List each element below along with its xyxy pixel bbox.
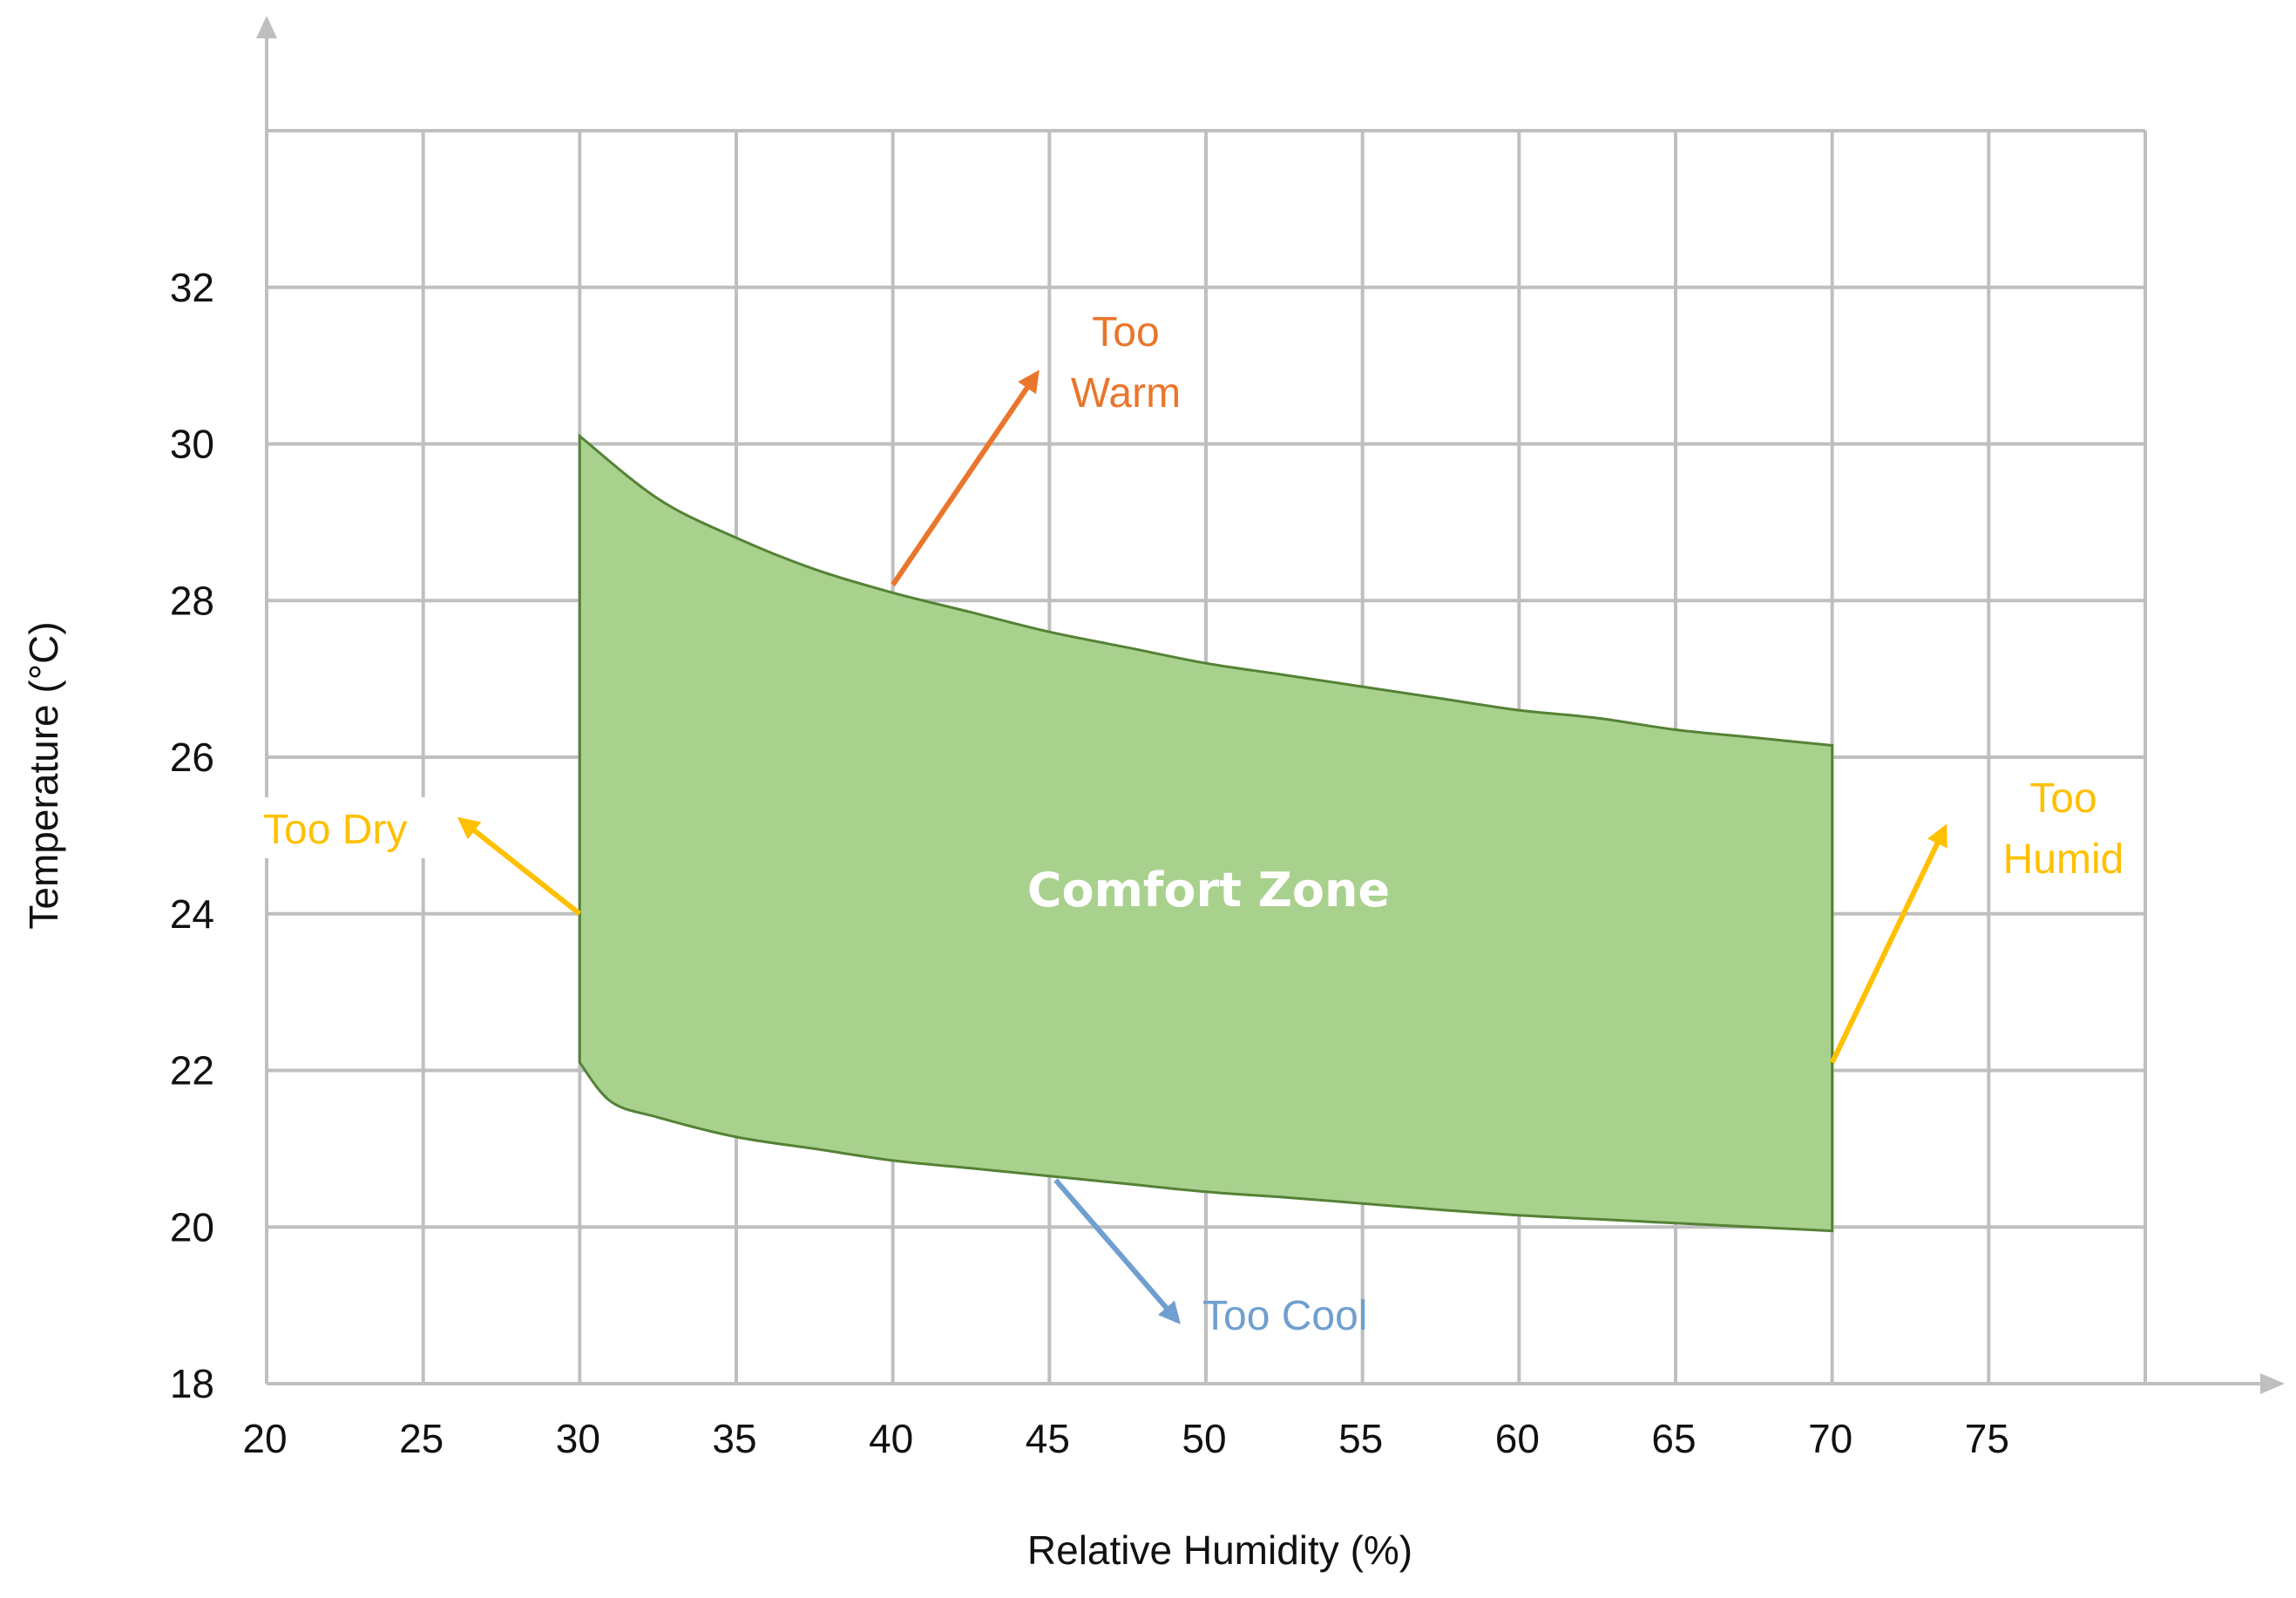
x-tick-label-25: 25 <box>399 1416 444 1461</box>
annotation-arrows <box>457 369 1947 1324</box>
x-tick-label-35: 35 <box>712 1416 756 1461</box>
x-axis-title: Relative Humidity (%) <box>1027 1527 1412 1573</box>
x-tick-label-20: 20 <box>242 1416 287 1461</box>
y-axis-arrow-icon <box>256 16 277 38</box>
too-warm-label: Too Warm <box>1071 309 1181 416</box>
x-tick-label-50: 50 <box>1182 1416 1226 1461</box>
comfort-zone-label: Comfort Zone <box>1027 863 1390 917</box>
x-tick-label-65: 65 <box>1651 1416 1696 1461</box>
too-cool-label: Too Cool <box>1202 1293 1367 1339</box>
x-tick-label-60: 60 <box>1495 1416 1540 1461</box>
y-tick-label-28: 28 <box>170 578 214 623</box>
annotation-labels: Too Warm Too Dry Too Humid Too Cool <box>253 309 2123 1339</box>
x-tick-label-70: 70 <box>1808 1416 1852 1461</box>
x-axis-arrow-icon <box>2260 1373 2285 1394</box>
x-tick-labels: 20 25 30 35 40 45 50 55 60 65 70 75 <box>242 1416 2009 1461</box>
y-tick-label-32: 32 <box>170 265 214 310</box>
y-tick-label-20: 20 <box>170 1204 214 1249</box>
y-tick-label-30: 30 <box>170 422 214 467</box>
too-dry-arrow <box>457 816 582 917</box>
too-humid-label: Too Humid <box>2003 775 2124 883</box>
x-tick-label-55: 55 <box>1338 1416 1383 1461</box>
x-tick-label-30: 30 <box>556 1416 600 1461</box>
y-tick-label-18: 18 <box>170 1361 214 1406</box>
x-tick-label-45: 45 <box>1026 1416 1070 1461</box>
y-tick-label-26: 26 <box>170 735 214 780</box>
comfort-zone-area <box>578 433 1834 1233</box>
axes <box>256 16 2285 1394</box>
comfort-zones: Comfort Zone <box>578 433 1834 1233</box>
too-humid-arrow <box>1829 823 1947 1064</box>
x-tick-label-75: 75 <box>1965 1416 2009 1461</box>
y-tick-label-22: 22 <box>170 1048 214 1094</box>
too-dry-label-background <box>253 797 425 858</box>
too-cool-arrow <box>1053 1178 1181 1324</box>
y-tick-labels: 18 20 22 24 26 28 30 32 <box>170 265 214 1406</box>
y-tick-label-24: 24 <box>170 891 214 937</box>
too-dry-label: Too Dry <box>263 807 407 853</box>
y-axis-title: Temperature (°C) <box>21 621 66 929</box>
x-tick-label-40: 40 <box>869 1416 913 1461</box>
too-warm-arrow <box>891 369 1040 586</box>
